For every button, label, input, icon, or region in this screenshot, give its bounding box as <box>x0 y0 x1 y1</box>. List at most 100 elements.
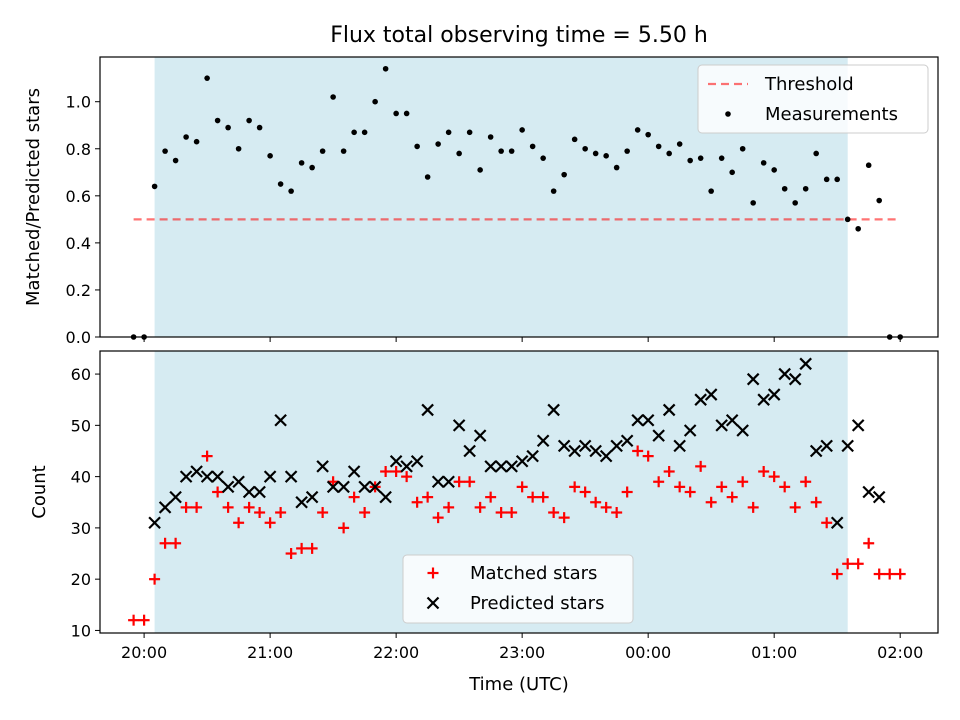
matched-star-point <box>432 512 444 524</box>
predicted-star-point <box>715 419 728 432</box>
matched-star-point <box>401 471 413 483</box>
measurement-point <box>214 117 221 124</box>
measurement-point <box>624 148 630 154</box>
predicted-star-point <box>505 460 518 473</box>
measurement-point <box>540 155 546 161</box>
ratio-y-tick-label: 0.0 <box>66 328 91 347</box>
legend-measurements-label: Measurements <box>765 104 898 125</box>
predicted-star-point <box>179 470 193 483</box>
predicted-star-point <box>442 475 455 489</box>
matched-star-point <box>443 501 455 513</box>
ratio-panel: 0.0 0.2 0.4 0.6 0.8 1.0 Matched/Predicted sta… <box>23 56 939 347</box>
measurement-point <box>235 145 242 152</box>
matched-star-point <box>569 481 581 493</box>
matched-star-point <box>128 614 140 626</box>
matched-star-point <box>317 507 329 519</box>
measurement-point <box>414 143 420 150</box>
ratio-y-tick-label: 0.6 <box>66 187 91 206</box>
measurement-point <box>603 153 609 159</box>
matched-star-point <box>222 501 234 513</box>
predicted-star-point <box>536 434 550 448</box>
predicted-star-point <box>610 439 623 453</box>
matched-star-point <box>212 486 224 498</box>
measurement-point <box>582 145 588 152</box>
measurement-point <box>508 148 515 154</box>
matched-star-point <box>170 537 182 549</box>
predicted-star-point <box>599 449 613 463</box>
matched-star-point <box>495 507 507 519</box>
predicted-star-point <box>410 454 424 468</box>
x-tick-label: 20:00 <box>121 643 167 662</box>
matched-star-point <box>254 507 266 519</box>
predicted-star-point <box>799 357 812 371</box>
matched-star-point <box>516 481 528 493</box>
predicted-star-point <box>337 480 350 494</box>
matched-star-point <box>548 507 560 519</box>
count-panel: 10 20 30 40 50 60 20:00 21:00 22:00 23:00 00:00 01… <box>29 350 939 695</box>
predicted-star-point <box>200 470 214 483</box>
matched-star-point <box>558 512 570 524</box>
ratio-legend: Threshold Measurements <box>697 64 929 134</box>
count-y-tick-label: 60 <box>71 365 91 384</box>
measurement-point <box>760 160 767 166</box>
predicted-star-point <box>788 372 802 386</box>
predicted-star-point <box>358 480 371 494</box>
predicted-star-point <box>820 439 833 453</box>
legend-predicted-swatch <box>426 596 440 610</box>
predicted-star-point <box>379 490 392 504</box>
count-y-axis-label: Count <box>29 465 50 518</box>
matched-star-point <box>894 568 906 580</box>
predicted-star-point <box>211 470 224 483</box>
measurement-point <box>172 157 179 164</box>
measurement-point <box>865 162 872 169</box>
measurement-point <box>718 155 725 161</box>
matched-star-point <box>201 450 213 462</box>
measurement-point <box>424 174 431 180</box>
predicted-star-point <box>631 413 644 427</box>
matched-star-point <box>642 450 654 462</box>
predicted-star-point <box>872 490 886 504</box>
measurement-point <box>162 148 168 154</box>
predicted-star-point <box>862 485 875 499</box>
measurement-point <box>634 127 641 133</box>
predicted-star-point <box>242 485 256 499</box>
ratio-y-tick-label: 1.0 <box>66 93 91 112</box>
predicted-star-point <box>347 465 361 478</box>
matched-star-point <box>705 496 717 508</box>
matched-star-point <box>275 507 287 519</box>
measurement-point <box>561 171 567 178</box>
predicted-star-point <box>694 393 707 406</box>
predicted-star-point <box>473 429 487 442</box>
ratio-y-tick-label: 0.2 <box>66 281 91 300</box>
matched-star-point <box>506 507 518 519</box>
matched-star-point <box>296 542 308 554</box>
predicted-star-point <box>253 485 266 499</box>
predicted-star-point <box>830 516 844 530</box>
predicted-star-point <box>263 470 277 483</box>
count-y-tick-label: 40 <box>71 468 91 487</box>
measurement-point <box>267 153 273 159</box>
measurement-point <box>445 129 452 136</box>
predicted-star-point <box>757 393 770 406</box>
measurement-point <box>288 188 294 194</box>
measurement-point <box>372 98 378 105</box>
x-tick-label: 22:00 <box>373 643 419 662</box>
legend-matched-swatch <box>427 567 439 579</box>
matched-star-point <box>264 517 276 529</box>
measurement-point <box>813 150 819 157</box>
matched-star-point <box>716 481 728 493</box>
measurement-point <box>435 141 441 147</box>
predicted-star-point <box>568 444 581 458</box>
matched-star-point <box>422 491 434 503</box>
matched-star-point <box>390 465 402 477</box>
predicted-star-point <box>158 501 172 514</box>
matched-star-point <box>621 486 633 498</box>
measurement-point <box>645 131 651 138</box>
measurement-point <box>750 200 756 206</box>
measurement-point <box>666 150 672 157</box>
measurement-point <box>466 129 473 136</box>
measurement-point <box>151 183 158 190</box>
matched-star-point <box>411 496 423 508</box>
predicted-star-point <box>190 465 203 478</box>
